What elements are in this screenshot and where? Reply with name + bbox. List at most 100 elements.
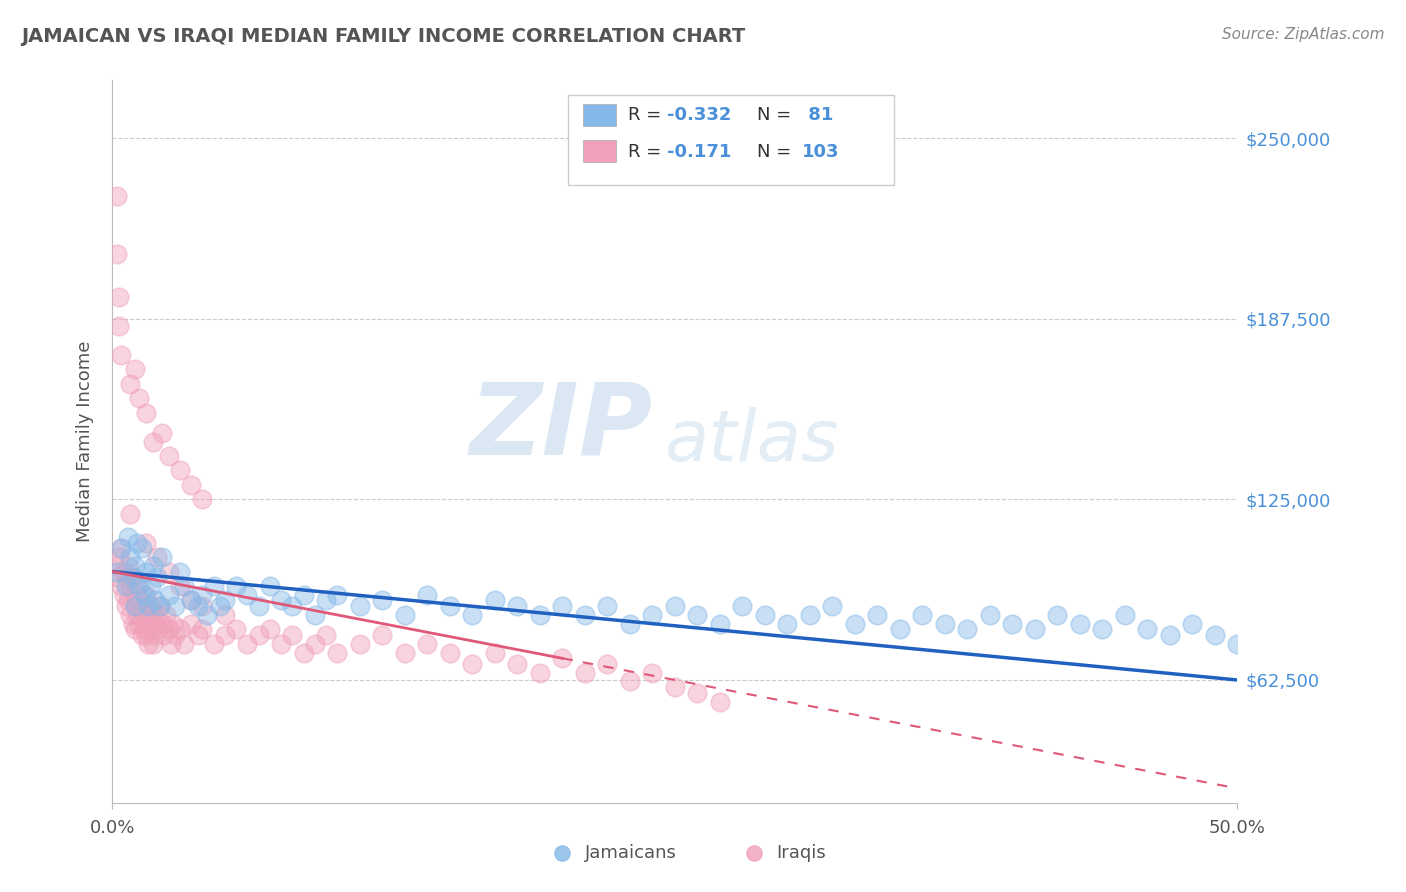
Point [709,616,731,631]
Point [281,628,304,642]
Point [187,599,209,614]
Point [108,290,131,304]
Point [1136,623,1159,637]
Point [127,535,149,549]
Point [270,593,292,607]
Point [686,686,709,700]
Point [135,406,157,420]
Point [165,599,187,614]
Point [150,550,173,565]
Point [292,588,315,602]
Point [162,616,184,631]
Point [149,599,172,614]
Point [132,588,155,602]
Point [844,616,866,631]
Point [124,599,146,614]
Point [153,628,176,642]
Text: atlas: atlas [664,407,838,476]
Point [165,628,187,642]
Point [889,623,911,637]
Point [135,535,157,549]
Point [225,579,247,593]
Point [105,570,128,584]
Point [214,628,236,642]
Point [209,599,232,614]
Point [934,616,956,631]
Point [506,599,529,614]
Point [105,565,128,579]
Point [187,628,209,642]
Point [169,565,191,579]
FancyBboxPatch shape [582,104,616,126]
Point [191,599,214,614]
Point [146,623,169,637]
Point [1069,616,1091,631]
Point [664,599,686,614]
Point [131,541,153,556]
Point [1226,637,1249,651]
Point [112,565,135,579]
Point [911,607,934,622]
Point [138,607,160,622]
Point [146,550,169,565]
Point [236,588,259,602]
Point [247,628,270,642]
Point [138,599,160,614]
Point [214,607,236,622]
Point [150,425,173,440]
Point [139,623,162,637]
Point [120,579,142,593]
Point [139,579,162,593]
Point [394,646,416,660]
Point [173,637,195,651]
Point [866,607,889,622]
Point [124,362,146,376]
Point [124,588,146,602]
Text: 81: 81 [801,105,834,124]
Point [596,599,619,614]
Point [128,579,150,593]
Point [529,607,551,622]
Point [799,607,821,622]
Point [180,478,202,492]
Point [619,616,641,631]
Text: N =: N = [756,143,797,161]
Point [157,623,180,637]
Text: N =: N = [756,105,797,124]
Point [121,570,143,584]
Point [127,607,149,622]
Point [128,391,150,405]
Point [115,570,138,584]
Point [247,599,270,614]
Point [236,637,259,651]
Point [180,616,202,631]
Point [1091,623,1114,637]
Text: R =: R = [627,143,666,161]
Point [128,593,150,607]
Point [115,599,138,614]
Point [371,593,394,607]
Point [394,607,416,622]
Point [664,680,686,694]
Text: 103: 103 [801,143,839,161]
Point [979,607,1001,622]
Point [121,616,143,631]
Point [349,599,371,614]
Point [574,607,596,622]
Point [1001,854,1024,868]
Point [191,623,214,637]
Text: Source: ZipAtlas.com: Source: ZipAtlas.com [1222,27,1385,42]
Point [155,607,177,622]
Text: JAMAICAN VS IRAQI MEDIAN FAMILY INCOME CORRELATION CHART: JAMAICAN VS IRAQI MEDIAN FAMILY INCOME C… [21,27,745,45]
Point [619,674,641,689]
Point [142,434,165,449]
Point [157,449,180,463]
Point [135,588,157,602]
Point [105,189,128,203]
Point [110,579,132,593]
Point [142,558,165,573]
Point [371,628,394,642]
Point [416,637,439,651]
Point [124,558,146,573]
Point [169,579,191,593]
